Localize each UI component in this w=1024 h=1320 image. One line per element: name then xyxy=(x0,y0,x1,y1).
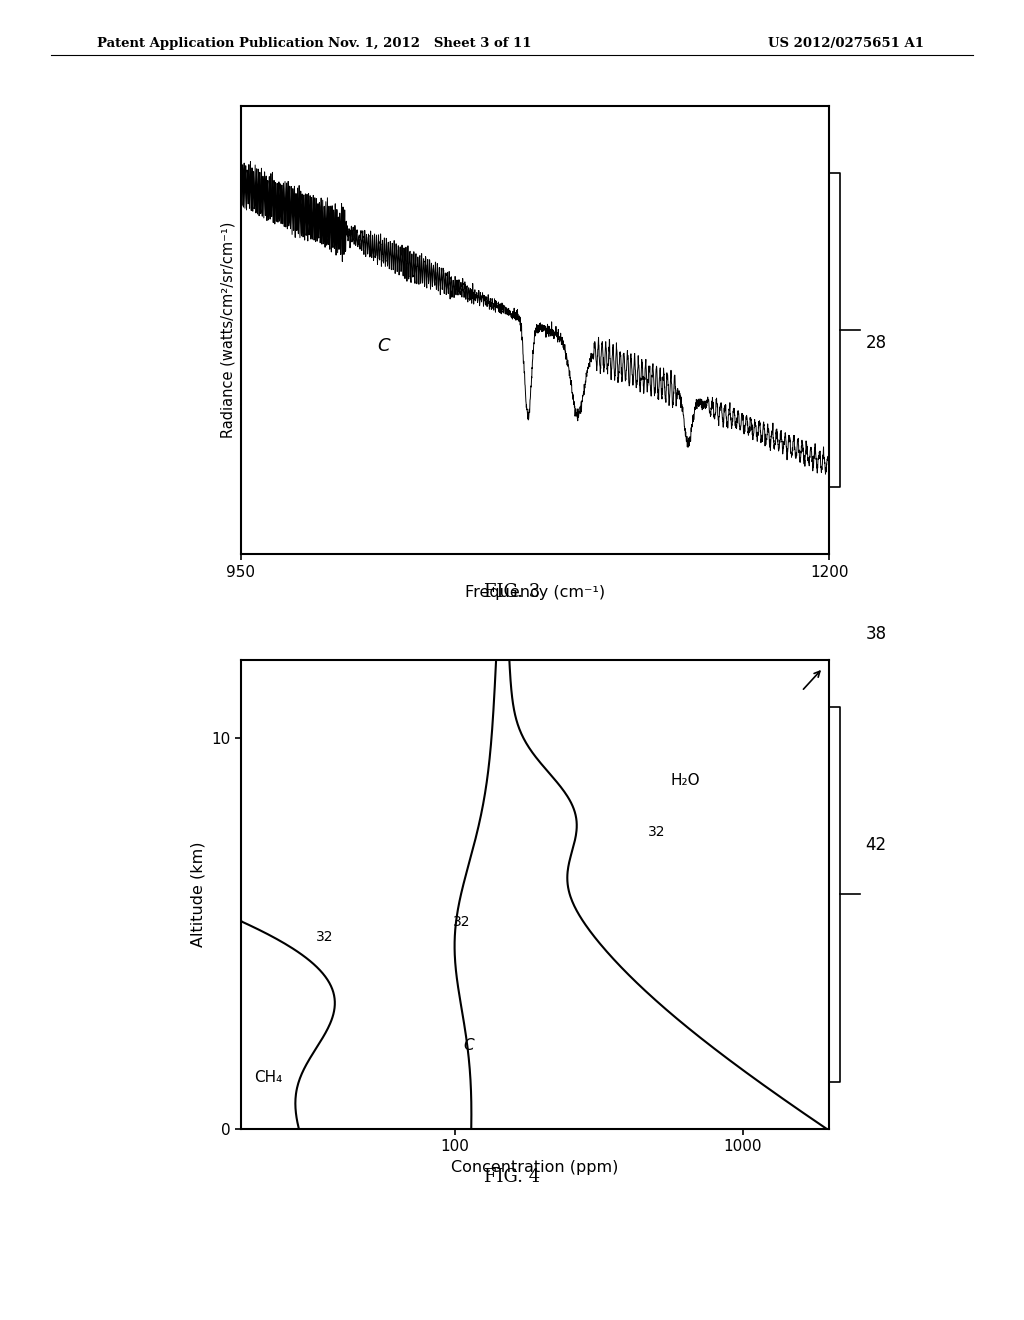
Text: CH₄: CH₄ xyxy=(254,1069,282,1085)
Text: 28: 28 xyxy=(865,334,887,352)
Y-axis label: Radiance (watts/cm²/sr/cm⁻¹): Radiance (watts/cm²/sr/cm⁻¹) xyxy=(220,222,236,438)
X-axis label: Frequency (cm⁻¹): Frequency (cm⁻¹) xyxy=(465,585,605,601)
Text: 38: 38 xyxy=(865,624,887,643)
Text: 32: 32 xyxy=(648,825,666,838)
Text: C: C xyxy=(464,1039,474,1053)
Y-axis label: Altitude (km): Altitude (km) xyxy=(190,842,206,946)
Text: 42: 42 xyxy=(865,836,887,854)
Text: C: C xyxy=(377,338,390,355)
Text: 32: 32 xyxy=(453,915,470,928)
Text: Patent Application Publication: Patent Application Publication xyxy=(97,37,324,50)
Text: FIG. 4: FIG. 4 xyxy=(484,1168,540,1187)
Text: US 2012/0275651 A1: US 2012/0275651 A1 xyxy=(768,37,924,50)
Text: Nov. 1, 2012   Sheet 3 of 11: Nov. 1, 2012 Sheet 3 of 11 xyxy=(329,37,531,50)
X-axis label: Concentration (ppm): Concentration (ppm) xyxy=(452,1159,618,1175)
Text: 32: 32 xyxy=(316,931,334,944)
Text: H₂O: H₂O xyxy=(671,774,700,788)
Text: FIG. 3: FIG. 3 xyxy=(484,583,540,602)
